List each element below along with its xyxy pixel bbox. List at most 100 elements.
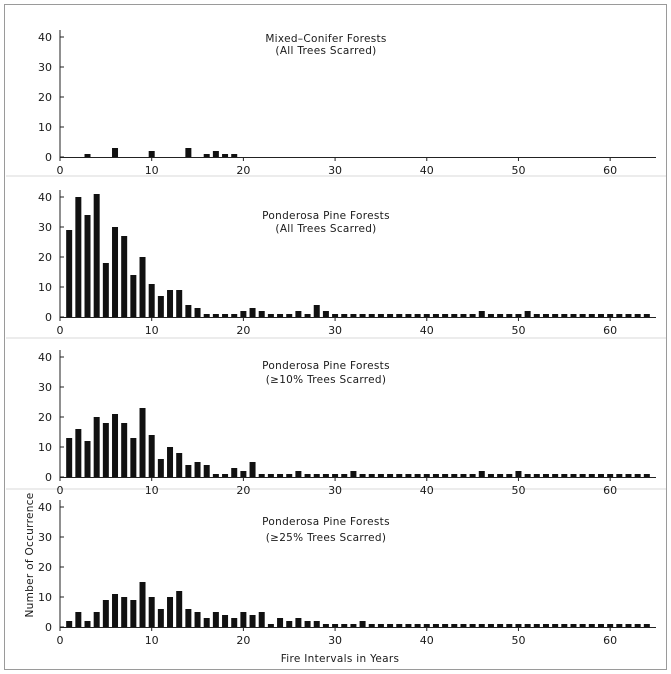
bar xyxy=(240,311,247,317)
bar xyxy=(194,462,201,477)
panel-title: Ponderosa Pine Forests xyxy=(262,210,390,222)
bar xyxy=(249,615,256,627)
x-tick-label: 40 xyxy=(420,324,434,337)
bar xyxy=(634,624,641,627)
panel-subtitle: (≥25% Trees Scarred) xyxy=(266,532,387,544)
bar xyxy=(295,618,302,627)
bar xyxy=(469,314,476,317)
bar xyxy=(607,474,614,477)
x-tick-label: 50 xyxy=(511,164,525,177)
panel-title: Mixed–Conifer Forests xyxy=(265,33,386,45)
bar xyxy=(478,624,485,627)
bar xyxy=(533,624,540,627)
bar xyxy=(460,624,467,627)
bar xyxy=(634,314,641,317)
y-tick-label: 20 xyxy=(38,91,52,104)
bar xyxy=(304,314,311,317)
bar xyxy=(542,624,549,627)
bar xyxy=(112,227,119,317)
bar xyxy=(625,314,632,317)
bar xyxy=(359,474,366,477)
bar xyxy=(167,597,174,627)
bar xyxy=(341,624,348,627)
bar xyxy=(157,296,164,317)
bar xyxy=(157,459,164,477)
x-tick-label: 10 xyxy=(145,324,159,337)
bar xyxy=(497,474,504,477)
bar xyxy=(542,474,549,477)
bar xyxy=(643,474,650,477)
bar xyxy=(185,148,192,157)
bar xyxy=(368,474,375,477)
bar xyxy=(451,474,458,477)
bar xyxy=(93,612,100,627)
bar xyxy=(432,624,439,627)
bar xyxy=(176,453,183,477)
y-tick-label: 30 xyxy=(38,381,52,394)
bar xyxy=(607,314,614,317)
bar xyxy=(102,263,109,317)
x-tick-label: 60 xyxy=(603,164,617,177)
y-tick-label: 10 xyxy=(38,121,52,134)
y-tick-label: 40 xyxy=(38,351,52,364)
bar xyxy=(368,314,375,317)
x-tick-label: 10 xyxy=(145,164,159,177)
bar xyxy=(212,612,219,627)
bar xyxy=(185,305,192,317)
bar xyxy=(286,474,293,477)
bar xyxy=(607,624,614,627)
bar xyxy=(350,624,357,627)
panel-title: Ponderosa Pine Forests xyxy=(262,516,390,528)
bar xyxy=(75,197,82,317)
bar xyxy=(597,624,604,627)
bar xyxy=(579,624,586,627)
bar xyxy=(231,314,238,317)
y-tick-label: 20 xyxy=(38,561,52,574)
bar xyxy=(350,314,357,317)
bar xyxy=(414,474,421,477)
bar xyxy=(405,474,412,477)
bar xyxy=(203,154,210,157)
bar xyxy=(442,624,449,627)
bar xyxy=(561,624,568,627)
bar xyxy=(139,408,146,477)
bar xyxy=(359,621,366,627)
bar xyxy=(625,624,632,627)
bar xyxy=(451,314,458,317)
bar xyxy=(130,600,137,627)
bar xyxy=(616,474,623,477)
x-tick-label: 40 xyxy=(420,634,434,647)
bar xyxy=(75,429,82,477)
bar xyxy=(625,474,632,477)
bar xyxy=(643,624,650,627)
bar xyxy=(258,474,265,477)
bar xyxy=(588,314,595,317)
bar xyxy=(616,624,623,627)
bar xyxy=(139,257,146,317)
x-tick-label: 60 xyxy=(603,634,617,647)
bar xyxy=(442,474,449,477)
y-tick-label: 0 xyxy=(45,471,52,484)
bar xyxy=(102,600,109,627)
bar xyxy=(478,471,485,477)
bar xyxy=(350,471,357,477)
bar xyxy=(332,624,339,627)
panel-subtitle: (≥10% Trees Scarred) xyxy=(266,374,387,386)
bar xyxy=(66,230,73,317)
bar xyxy=(487,474,494,477)
x-tick-label: 0 xyxy=(57,484,64,497)
bar xyxy=(222,474,229,477)
bar xyxy=(414,624,421,627)
panel-title: Ponderosa Pine Forests xyxy=(262,360,390,372)
bar xyxy=(414,314,421,317)
y-tick-label: 0 xyxy=(45,151,52,164)
bar xyxy=(121,597,128,627)
bar xyxy=(332,314,339,317)
x-tick-label: 20 xyxy=(236,324,250,337)
bar xyxy=(112,148,119,157)
bar xyxy=(203,465,210,477)
bar xyxy=(515,624,522,627)
x-tick-label: 30 xyxy=(328,484,342,497)
x-tick-label: 30 xyxy=(328,164,342,177)
bar xyxy=(93,417,100,477)
